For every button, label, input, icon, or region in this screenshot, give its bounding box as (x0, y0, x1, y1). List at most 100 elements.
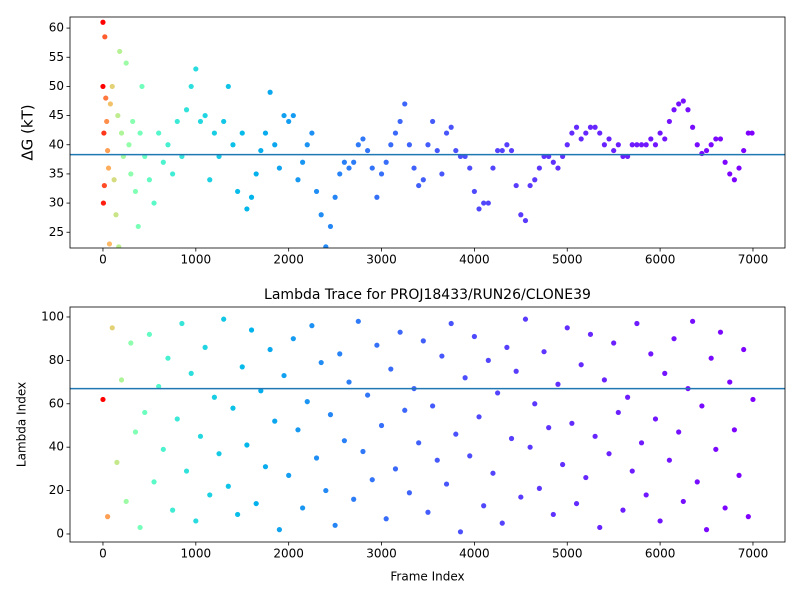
point (448, 320, 454, 327)
point (128, 171, 134, 177)
point (253, 500, 259, 507)
y-tick-label: 20 (49, 483, 64, 497)
axes-frame (69, 16, 786, 249)
point (676, 101, 682, 107)
point (216, 451, 222, 457)
point (262, 130, 269, 136)
point (392, 130, 399, 136)
point (578, 136, 584, 142)
point (727, 171, 733, 177)
point (583, 474, 589, 481)
point (652, 142, 659, 148)
point (471, 188, 477, 195)
point (416, 440, 422, 446)
point (327, 412, 334, 418)
point (731, 177, 737, 183)
point (388, 142, 394, 148)
point (499, 147, 505, 154)
point (453, 431, 459, 437)
point (406, 490, 412, 496)
point (225, 83, 231, 90)
point (105, 165, 112, 171)
point (643, 142, 649, 148)
points (100, 316, 756, 535)
point (745, 130, 751, 136)
point (272, 418, 278, 424)
point (304, 142, 310, 148)
point (170, 507, 176, 513)
point (513, 182, 519, 189)
y-tick-label: 60 (49, 396, 64, 410)
point (662, 370, 668, 376)
point (722, 159, 728, 165)
point (230, 405, 236, 411)
point (676, 429, 682, 435)
point (439, 171, 445, 177)
y-tick-label: 40 (49, 440, 64, 454)
axes: 0 1000 2000 3000 4000 5000 6000 7000 0 20 40 60 80 10… (15, 287, 786, 584)
point (332, 522, 338, 528)
point (111, 177, 117, 183)
point (193, 66, 199, 72)
point (583, 130, 589, 136)
point (443, 130, 450, 136)
point (116, 244, 122, 248)
point (736, 165, 742, 171)
point (634, 320, 640, 327)
point (638, 440, 645, 446)
point (109, 325, 115, 331)
point (416, 182, 422, 189)
point (290, 112, 296, 119)
point (100, 396, 106, 403)
point (102, 34, 108, 40)
y-tick-label: 60 (49, 21, 64, 35)
point (490, 165, 496, 171)
point (323, 487, 329, 494)
point (165, 142, 171, 148)
point (699, 403, 705, 409)
point (713, 446, 719, 452)
point (490, 470, 496, 476)
point (160, 446, 166, 452)
point (467, 165, 473, 171)
point (378, 171, 385, 177)
y-axis-label: ΔG (kT) (19, 104, 37, 160)
point (620, 507, 626, 513)
point (165, 355, 171, 361)
y-tick-label: 40 (49, 137, 64, 151)
point (671, 107, 677, 113)
point (402, 407, 408, 413)
x-tick-label: 4000 (459, 253, 490, 267)
point (611, 147, 617, 154)
point (485, 200, 491, 206)
point (643, 492, 649, 498)
point (662, 136, 668, 142)
point (592, 433, 598, 439)
point (341, 159, 347, 165)
point (105, 514, 111, 520)
point (741, 147, 747, 154)
point (657, 130, 663, 136)
point (337, 351, 343, 357)
point (235, 511, 241, 518)
y-tick-label: 80 (49, 353, 64, 367)
point (462, 375, 468, 381)
point (508, 147, 515, 154)
axes-frame (69, 306, 786, 543)
point (369, 477, 375, 483)
point (420, 338, 426, 344)
point (430, 403, 436, 409)
x-tick-label: 5000 (552, 253, 583, 267)
x-tick-label: 6000 (645, 547, 676, 561)
point (592, 124, 598, 130)
x-tick-label: 1000 (181, 547, 212, 561)
point (680, 498, 686, 505)
point (690, 124, 696, 130)
point (499, 520, 505, 526)
point (564, 325, 570, 331)
point (253, 171, 259, 177)
point (717, 329, 724, 335)
point (685, 107, 691, 113)
point (174, 416, 180, 422)
